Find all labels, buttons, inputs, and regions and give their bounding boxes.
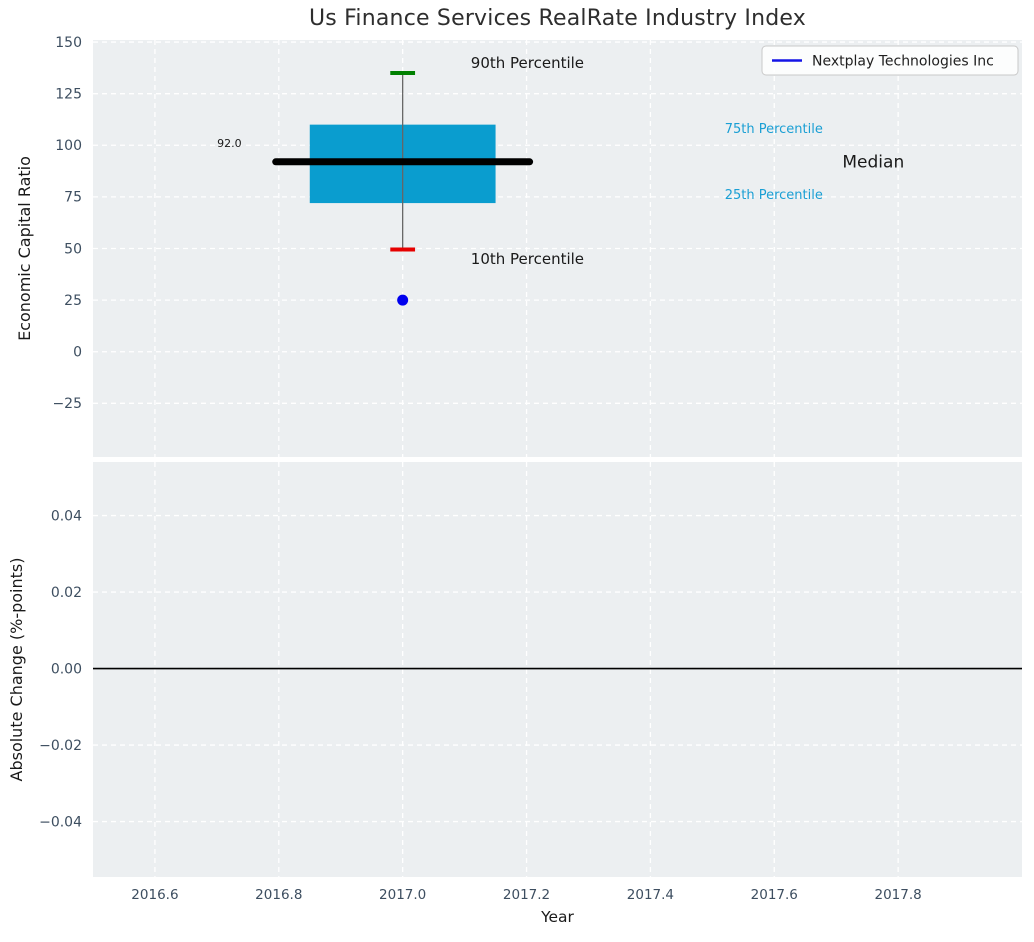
x-tick-label: 2016.6 (131, 887, 178, 903)
annotation-92-0: 92.0 (217, 137, 242, 150)
y-axis-label-top: Economic Capital Ratio (15, 156, 34, 341)
x-tick-label: 2017.2 (503, 887, 550, 903)
y-tick-label: 150 (55, 35, 82, 51)
y-tick-label: 75 (64, 190, 82, 206)
x-tick-label: 2017.4 (627, 887, 674, 903)
y-axis-label-bottom: Absolute Change (%-points) (7, 558, 26, 782)
y-tick-label: 0 (73, 344, 82, 360)
bottom-plot-background (93, 462, 1022, 877)
annotation-median: Median (842, 153, 904, 173)
annotation-75th-percentile: 75th Percentile (725, 122, 823, 137)
x-tick-label: 2017.8 (875, 887, 922, 903)
annotation-25th-percentile: 25th Percentile (725, 188, 823, 203)
y-tick-label: 0.02 (51, 585, 82, 601)
x-axis-label: Year (540, 908, 574, 926)
y-tick-label: 25 (64, 293, 82, 309)
annotation-10th-percentile: 10th Percentile (471, 250, 584, 268)
y-tick-label: 0.04 (51, 508, 82, 524)
company-data-point (397, 294, 409, 306)
annotation-90th-percentile: 90th Percentile (471, 54, 584, 72)
y-tick-label: 0.00 (51, 661, 82, 677)
x-tick-label: 2017.6 (751, 887, 798, 903)
y-tick-label: 125 (55, 86, 82, 102)
x-tick-label: 2016.8 (255, 887, 302, 903)
x-tick-label: 2017.0 (379, 887, 426, 903)
legend-label: Nextplay Technologies Inc (812, 53, 994, 69)
y-tick-label: 100 (55, 138, 82, 154)
y-tick-label: −0.02 (39, 738, 82, 754)
legend-box (761, 45, 1019, 76)
y-tick-label: 50 (64, 241, 82, 257)
y-tick-label: −25 (52, 396, 82, 412)
y-tick-label: −0.04 (39, 814, 82, 830)
chart-title: Us Finance Services RealRate Industry In… (309, 6, 806, 31)
